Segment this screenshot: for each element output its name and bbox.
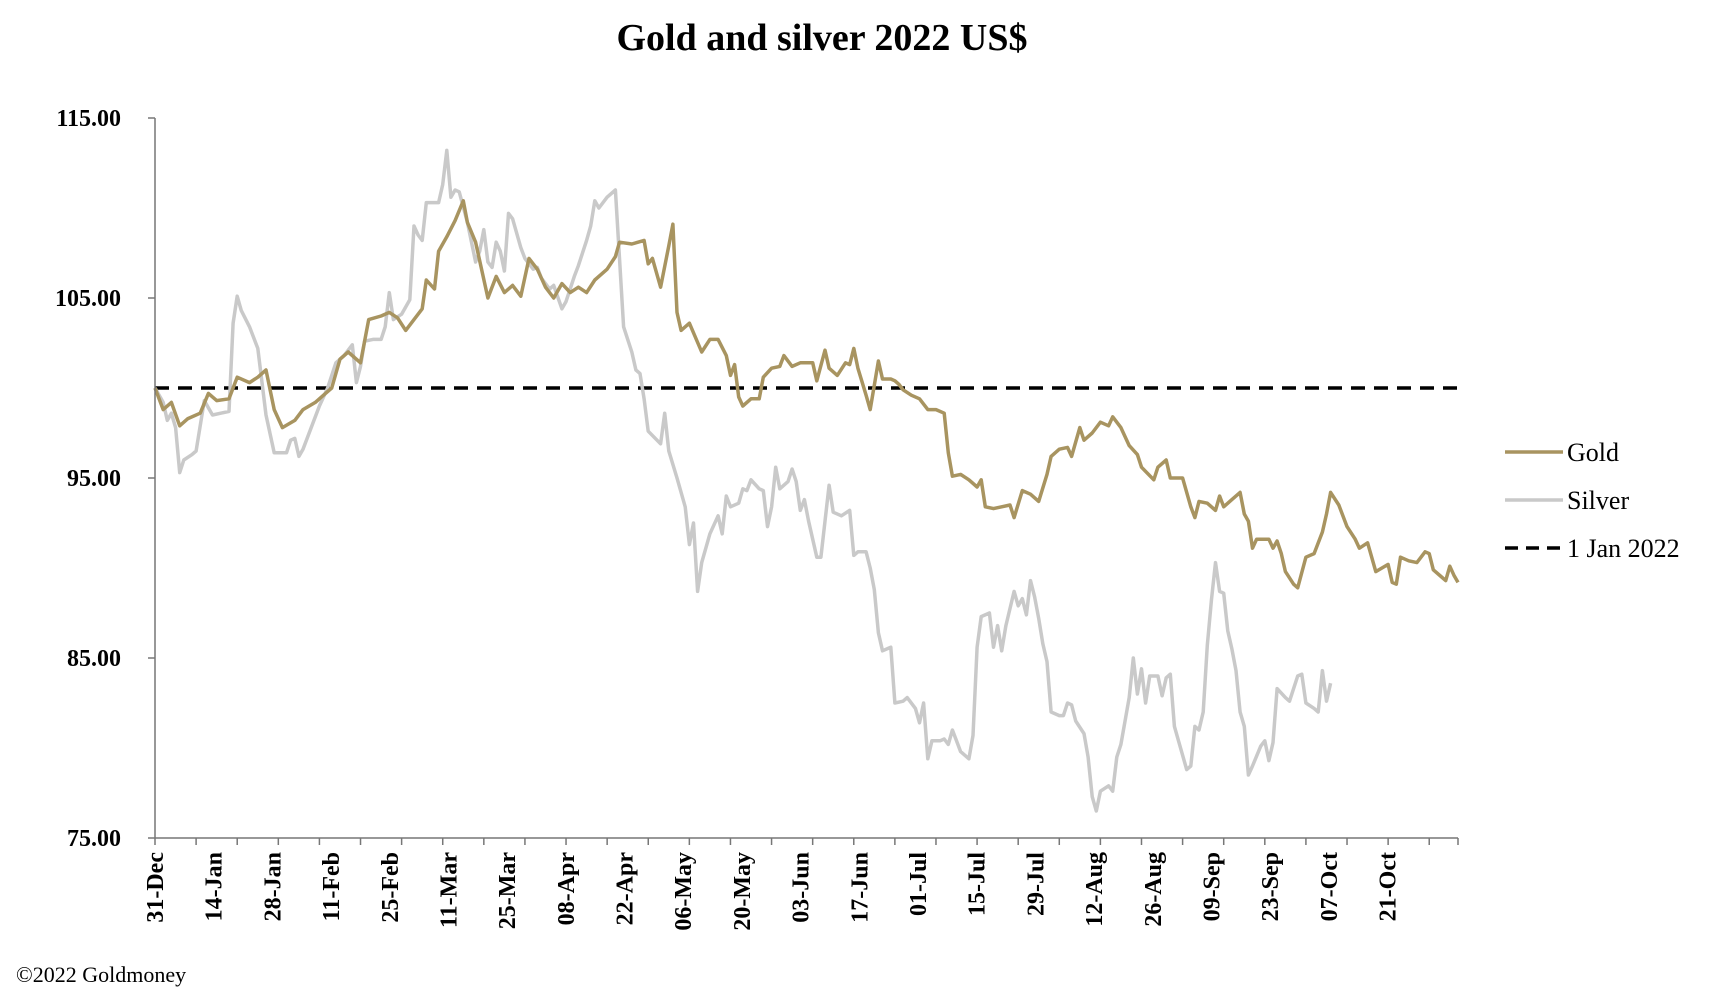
x-tick-label: 20-May — [730, 852, 756, 931]
legend-label: Gold — [1567, 438, 1619, 467]
x-tick-label: 03-Jun — [789, 852, 815, 923]
x-tick-label: 28-Jan — [260, 852, 286, 921]
y-tick-label: 105.00 — [55, 286, 121, 312]
y-tick-label: 75.00 — [67, 826, 121, 852]
x-tick-label: 09-Sep — [1199, 852, 1225, 921]
x-tick-label: 22-Apr — [613, 852, 639, 926]
series-line-gold — [153, 199, 1460, 590]
legend: Gold Silver 1 Jan 2022 — [1505, 438, 1680, 563]
x-tick-label: 21-Oct — [1376, 852, 1402, 921]
legend-label: 1 Jan 2022 — [1567, 534, 1680, 563]
x-tick-label: 29-Jul — [1023, 852, 1049, 916]
x-tick-label: 08-Apr — [554, 852, 580, 926]
x-tick-label: 23-Sep — [1258, 852, 1284, 921]
x-tick-label: 31-Dec — [143, 852, 169, 923]
x-tick-label: 07-Oct — [1317, 852, 1343, 921]
y-tick-label: 95.00 — [67, 466, 121, 492]
x-axis: 31-Dec 14-Jan 28-Jan 11-Feb 25-Feb 11-Mar 25-M… — [143, 837, 1459, 931]
series-line-silver — [153, 148, 1333, 813]
x-tick-label: 11-Feb — [319, 852, 345, 921]
x-tick-label: 25-Mar — [495, 852, 521, 930]
x-tick-label: 15-Jul — [965, 852, 991, 916]
y-tick-label: 115.00 — [56, 106, 121, 132]
x-tick-label: 01-Jul — [906, 852, 932, 916]
chart-title: Gold and silver 2022 US$ — [616, 17, 1027, 59]
x-tick-label: 12-Aug — [1082, 852, 1108, 927]
x-tick-label: 06-May — [671, 852, 697, 931]
y-axis: 115.00 105.00 95.00 85.00 75.00 — [55, 106, 156, 852]
x-tick-label: 14-Jan — [202, 852, 228, 921]
legend-label: Silver — [1567, 486, 1629, 515]
x-tick-label: 17-Jun — [847, 852, 873, 923]
x-tick-label: 25-Feb — [378, 852, 404, 923]
y-tick-label: 85.00 — [67, 646, 121, 672]
x-tick-label: 26-Aug — [1141, 852, 1167, 927]
x-tick-label: 11-Mar — [436, 852, 462, 928]
copyright-footer: ©2022 Goldmoney — [16, 962, 187, 987]
plot-area — [153, 148, 1460, 813]
